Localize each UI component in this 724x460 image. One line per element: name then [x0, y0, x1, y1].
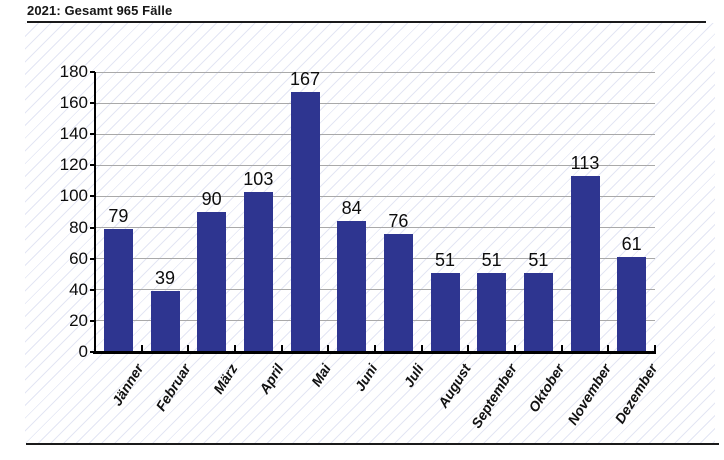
bar-value-label: 90 — [201, 189, 222, 209]
gridline — [95, 195, 655, 197]
chart-bar — [243, 191, 273, 352]
y-tick-label: 20 — [69, 310, 88, 330]
bar-value-label: 76 — [388, 210, 409, 231]
chart-bar — [477, 272, 507, 352]
chart-bar — [150, 291, 180, 352]
y-axis-tick — [90, 195, 95, 198]
y-tick-label: 40 — [69, 279, 88, 299]
x-axis-tick — [234, 345, 236, 352]
gridline — [95, 289, 655, 291]
chart-bar — [197, 212, 227, 352]
gridline — [95, 102, 655, 104]
chart-bar — [337, 221, 367, 352]
bar-value-label: 51 — [481, 249, 502, 270]
x-tick-label: November — [563, 361, 614, 428]
y-axis-tick — [90, 164, 95, 167]
bar-value-label: 167 — [289, 69, 321, 90]
x-axis-tick — [327, 345, 330, 352]
gridline — [95, 71, 655, 73]
x-axis-line — [93, 351, 656, 354]
y-axis-tick — [90, 351, 95, 353]
page-title: 2021: Gesamt 965 Fälle — [27, 3, 173, 18]
bar-value-label: 103 — [243, 168, 274, 189]
x-tick-label: Oktober — [524, 361, 567, 416]
y-tick-label: 180 — [59, 62, 88, 81]
x-tick-label: Februar — [152, 361, 194, 414]
y-axis-tick — [90, 288, 95, 291]
y-tick-label: 140 — [59, 124, 88, 144]
y-axis-line — [94, 72, 96, 354]
x-axis-tick — [420, 345, 423, 352]
chart-hatched-background — [25, 23, 715, 443]
gridline — [95, 227, 655, 229]
x-axis-tick — [607, 345, 610, 352]
x-tick-label: August — [434, 361, 474, 411]
x-tick-label: Juni — [351, 361, 381, 394]
gridline — [95, 164, 655, 166]
x-axis-tick — [280, 345, 283, 352]
y-axis-tick — [90, 226, 95, 229]
x-tick-label: September — [468, 361, 521, 431]
x-axis-tick — [467, 345, 470, 352]
bottom-divider-rule — [26, 443, 719, 445]
gridline — [95, 320, 655, 322]
x-tick-label: Dezember — [611, 361, 661, 427]
chart-bar — [523, 272, 553, 352]
bar-value-label: 84 — [341, 198, 362, 219]
bar-value-label: 51 — [434, 249, 456, 270]
y-tick-label: 60 — [69, 248, 88, 268]
x-tick-label: Juli — [400, 361, 427, 390]
y-tick-label: 80 — [69, 217, 88, 237]
x-axis-tick — [654, 345, 656, 352]
chart-bar — [570, 176, 600, 352]
gridline — [95, 133, 655, 135]
bar-value-label: 79 — [108, 206, 129, 227]
y-axis-tick — [90, 319, 95, 322]
y-tick-label: 100 — [59, 186, 88, 206]
x-tick-label: März — [209, 361, 241, 397]
x-axis-tick — [560, 345, 563, 352]
x-tick-label: Mai — [307, 361, 334, 390]
chart-bar — [103, 229, 133, 352]
y-tick-label: 160 — [59, 93, 88, 113]
chart-bar — [290, 92, 320, 352]
y-axis-tick — [90, 133, 95, 136]
gridline — [95, 258, 655, 260]
bar-value-label: 39 — [154, 268, 176, 289]
top-divider-rule — [27, 21, 706, 23]
x-axis-tick — [514, 345, 516, 352]
chart-bar — [430, 272, 460, 352]
x-tick-label: April — [256, 361, 287, 397]
x-axis-tick — [374, 345, 376, 352]
x-tick-label: Jänner — [109, 361, 147, 409]
bar-value-label: 51 — [528, 249, 549, 270]
bar-value-label: 113 — [570, 153, 600, 174]
chart-bar — [383, 233, 413, 352]
y-axis-tick — [90, 102, 95, 105]
y-axis-tick — [90, 257, 95, 260]
bar-value-label: 61 — [621, 234, 642, 255]
y-axis-tick — [90, 71, 95, 73]
x-axis-tick — [140, 345, 143, 352]
y-tick-label: 120 — [59, 155, 88, 175]
x-axis-tick — [187, 345, 190, 352]
chart-bar — [617, 257, 647, 352]
y-tick-label: 0 — [78, 342, 88, 361]
